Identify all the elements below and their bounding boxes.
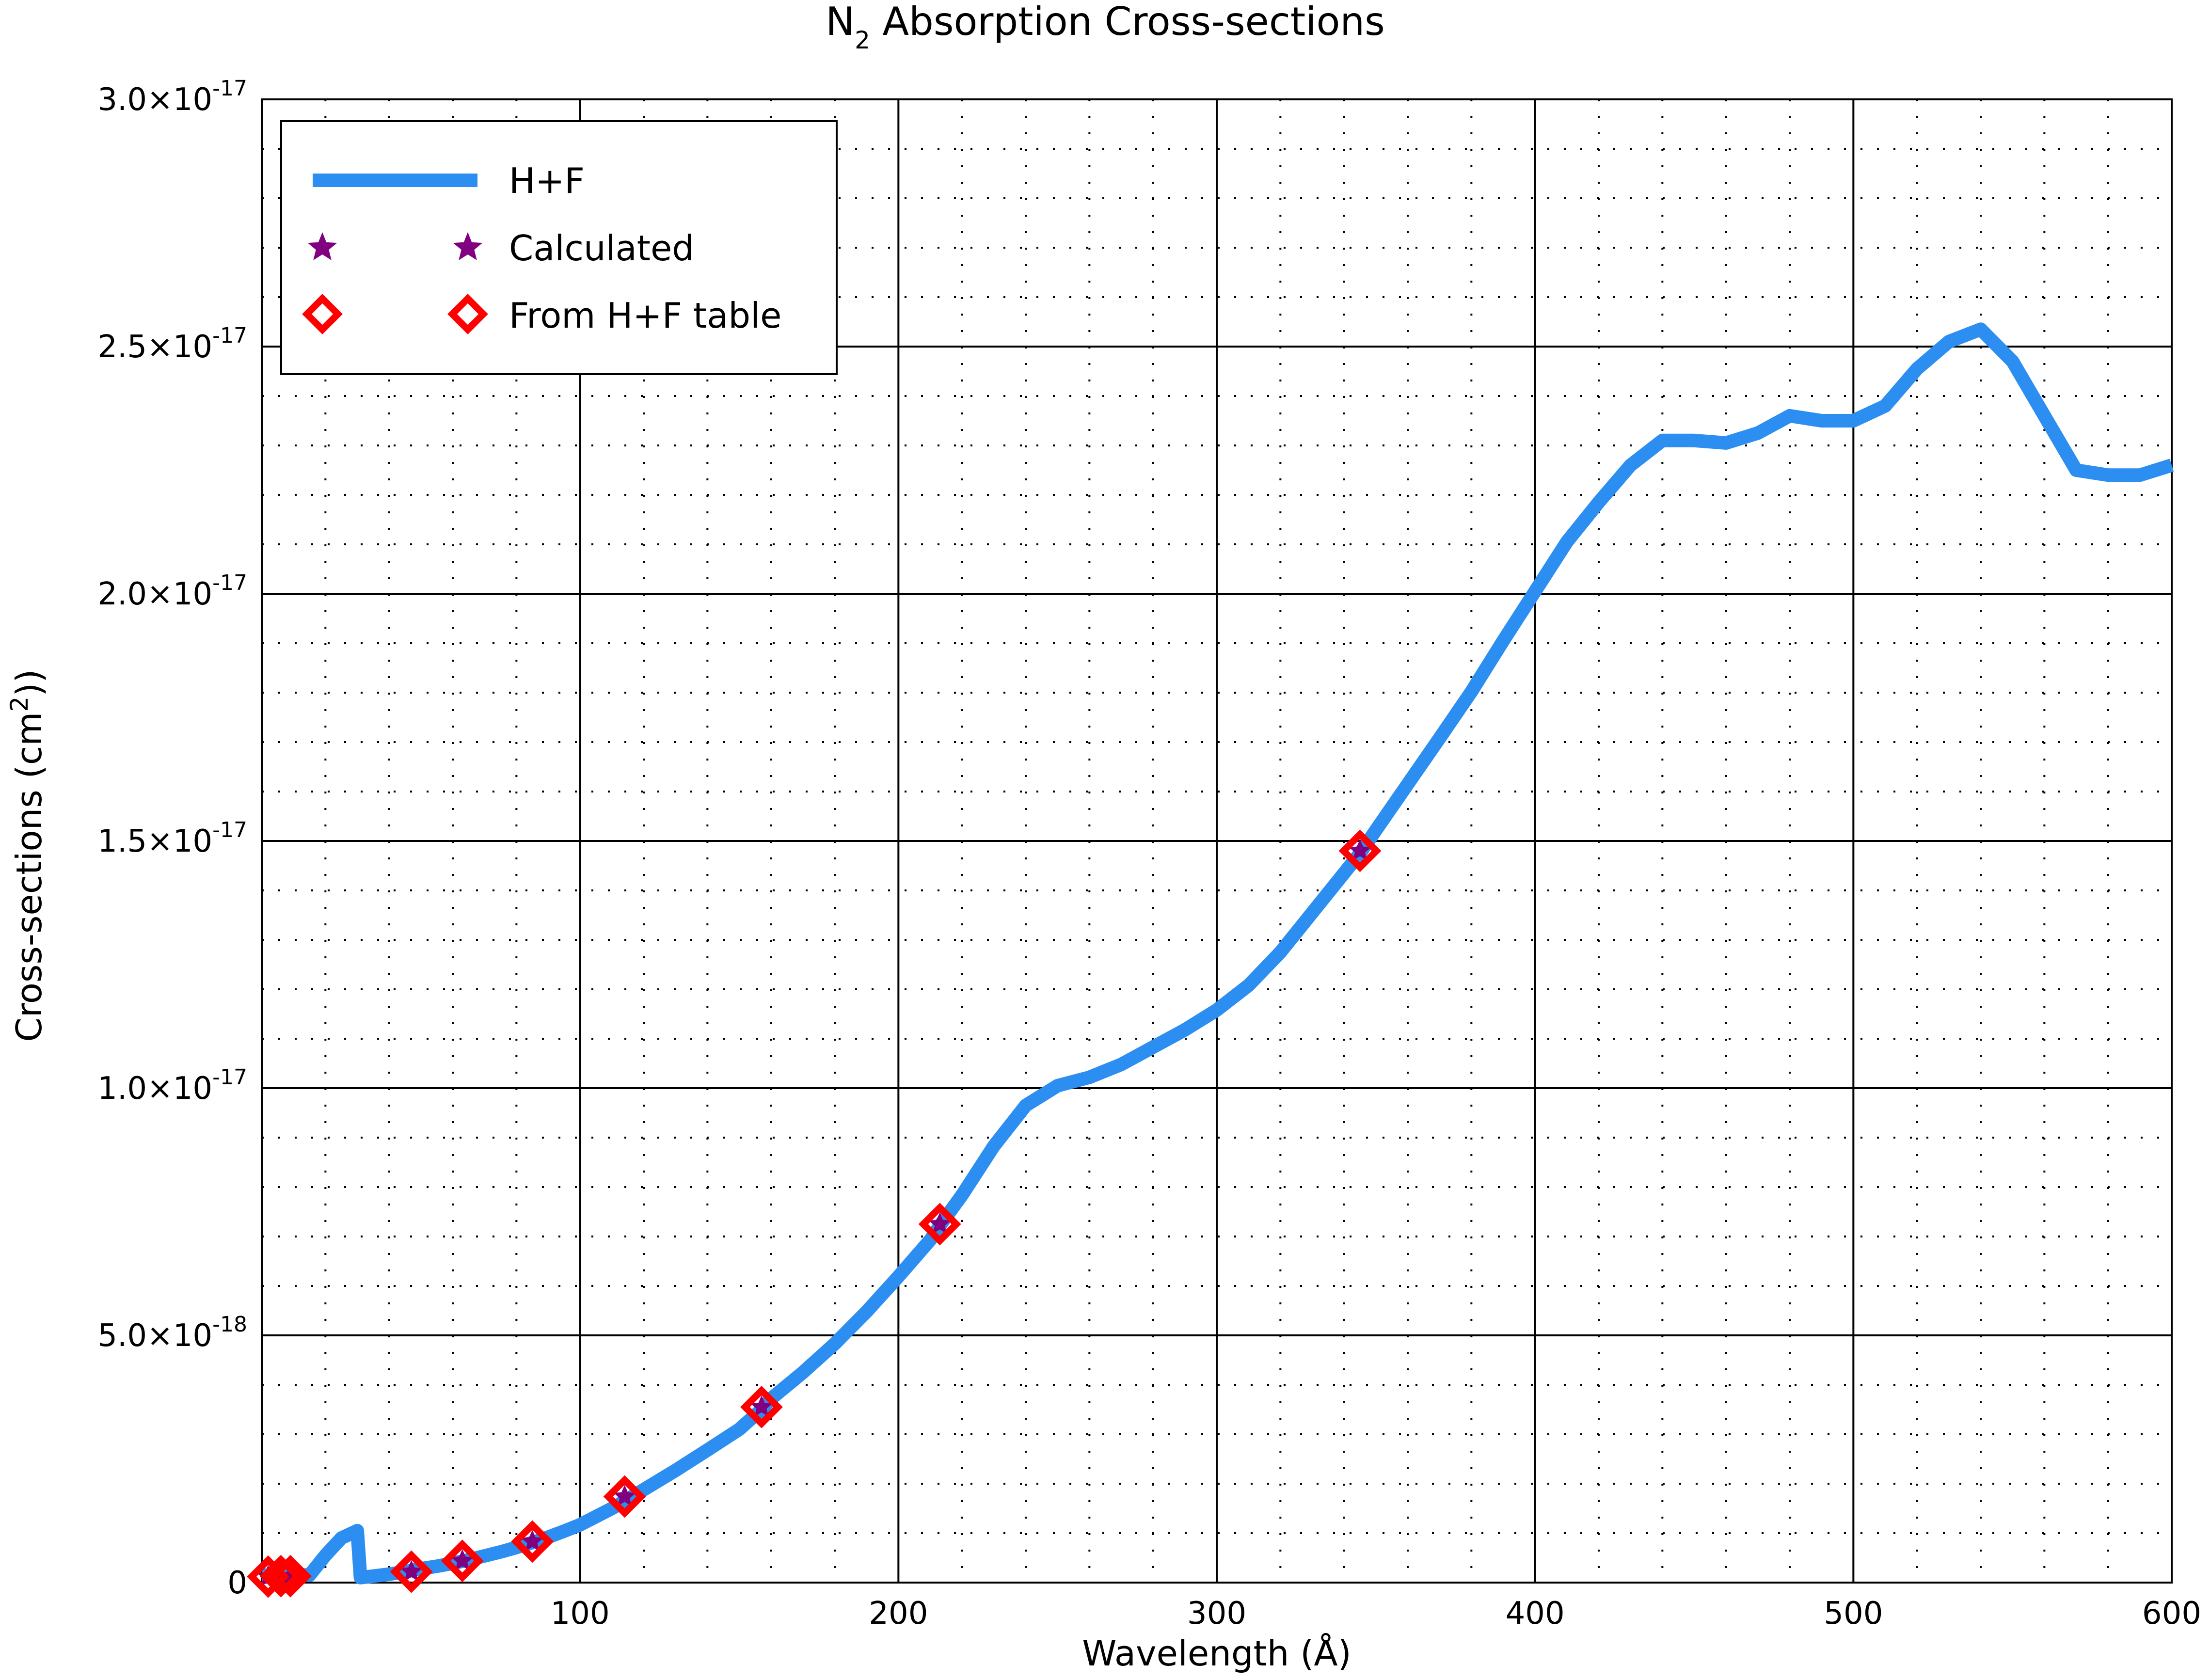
x-axis-title: Wavelength (Å) [1082, 1633, 1351, 1674]
calculated-point [521, 1530, 543, 1551]
legend-swatch-diamond [302, 294, 488, 334]
legend-label-calculated: Calculated [509, 228, 694, 269]
table-point [441, 1539, 484, 1583]
x-tick-label: 200 [869, 1596, 928, 1632]
table-point [740, 1386, 783, 1428]
legend-star-marker [307, 232, 337, 260]
table-point [918, 1203, 961, 1246]
x-tick-labels: 100 200 300 400 500 600 [551, 1596, 2201, 1632]
series [247, 322, 2174, 1598]
table-point [511, 1520, 554, 1563]
y-tick-label: 2.5×10-17 [97, 323, 247, 365]
calculated-point [400, 1560, 423, 1581]
legend: H+F Calculated From H+F table [280, 120, 838, 375]
x-tick-label: 500 [1824, 1596, 1883, 1632]
legend-diamond-marker [447, 294, 488, 334]
table-point [603, 1475, 646, 1518]
calculated-point [1349, 839, 1371, 860]
table-point [259, 1554, 302, 1598]
plot-frame [261, 98, 2173, 1584]
y-tick-label: 2.0×10-17 [97, 571, 247, 612]
x-tick-label: 400 [1506, 1596, 1565, 1632]
x-tick-label: 100 [551, 1596, 610, 1632]
legend-swatch-star [307, 232, 483, 260]
y-axis-title: Cross-sections (cm2)) [5, 669, 49, 1042]
y-tick-label: 1.0×10-17 [97, 1065, 247, 1107]
legend-diamond-marker [302, 294, 343, 334]
y-tick-label: 3.0×10-17 [97, 76, 247, 118]
y-tick-labels: 0 5.0×10-18 1.0×10-17 1.5×10-17 2.0×10-17 2.5… [97, 76, 247, 1601]
table-point [269, 1554, 312, 1598]
calculated-point [451, 1549, 474, 1570]
y-tick-label: 0 [227, 1565, 247, 1601]
legend-star-marker [453, 232, 483, 260]
calculated-point [750, 1395, 773, 1417]
legend-label-table: From H+F table [509, 295, 781, 336]
table-point [390, 1550, 433, 1593]
y-tick-label: 5.0×10-18 [97, 1312, 247, 1354]
y-tick-label: 1.5×10-17 [97, 818, 247, 859]
x-tick-label: 600 [2142, 1596, 2201, 1632]
x-tick-label: 300 [1187, 1596, 1246, 1632]
legend-box [280, 120, 838, 375]
calculated-point [613, 1485, 636, 1506]
chart-title: N2 Absorption Cross-sections [826, 0, 1385, 54]
calculated-point [928, 1212, 951, 1234]
table-point [1338, 829, 1382, 872]
legend-label-hf: H+F [509, 160, 585, 201]
